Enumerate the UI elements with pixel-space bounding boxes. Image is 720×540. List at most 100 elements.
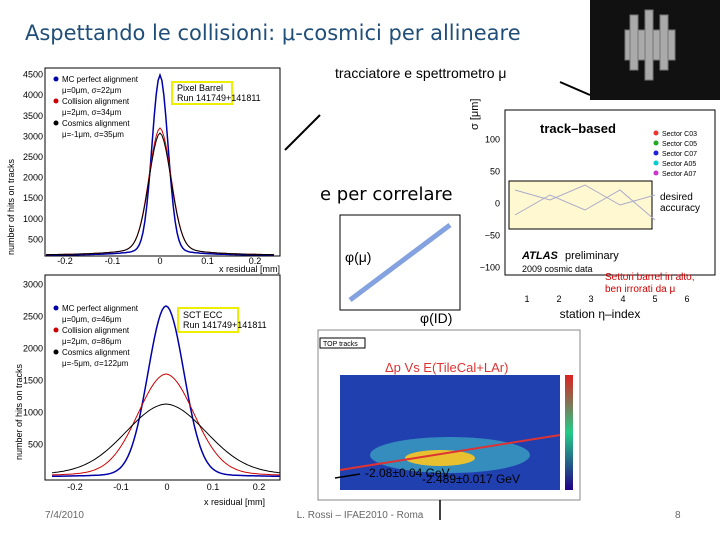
y-label: σ [μm] bbox=[469, 99, 481, 130]
legend-text: Sector A07 bbox=[662, 171, 696, 178]
legend-text: μ=0μm, σ=46μm bbox=[62, 315, 122, 324]
accuracy-band bbox=[508, 180, 653, 230]
legend-text: Sector C03 bbox=[662, 131, 697, 138]
label-box bbox=[177, 307, 239, 333]
y-tick-label: −50 bbox=[485, 230, 500, 240]
preliminary: preliminary bbox=[565, 250, 619, 262]
box-text: Run 141749+141811 bbox=[183, 320, 267, 330]
legend-marker bbox=[653, 170, 659, 176]
y-tick-label: 50 bbox=[490, 166, 500, 176]
box-text: Run 141749+141811 bbox=[177, 93, 261, 103]
legend-text: μ=-5μm, σ=122μm bbox=[62, 359, 129, 368]
legend-marker bbox=[53, 349, 59, 355]
x-tick-label: -0.1 bbox=[105, 256, 121, 266]
legend-text: μ=2μm, σ=86μm bbox=[62, 337, 122, 346]
footer-author: L. Rossi – IFAE2010 - Roma bbox=[297, 510, 424, 521]
legend-text: Cosmics alignment bbox=[62, 119, 130, 128]
legend-marker bbox=[53, 305, 59, 311]
legend-text: Sector C05 bbox=[662, 141, 697, 148]
legend-marker bbox=[53, 120, 59, 126]
legend-marker bbox=[53, 98, 59, 104]
page-number: 8 bbox=[675, 510, 681, 521]
x-label: x residual [mm] bbox=[219, 264, 280, 274]
legend-text: Sector A05 bbox=[662, 161, 696, 168]
annotation: ben irrorati da μ bbox=[605, 284, 675, 295]
x-tick-label: 1 bbox=[524, 294, 529, 304]
accuracy-label: accuracy bbox=[660, 203, 700, 214]
x-tick-label: 0.2 bbox=[253, 482, 266, 492]
y-tick-label: 1500 bbox=[23, 375, 43, 385]
annotation: Settori barrel in alto, bbox=[605, 272, 695, 283]
legend-marker bbox=[653, 150, 659, 156]
box-text: SCT ECC bbox=[183, 310, 223, 320]
hist-plot: Δp Vs E(TileCal+LAr) TOP tracks -2.08±0.… bbox=[317, 329, 581, 520]
legend-text: μ=-1μm, σ=35μm bbox=[62, 130, 124, 139]
legend-box bbox=[319, 337, 366, 349]
phi-plot: φ(μ) φ(ID) bbox=[339, 214, 461, 326]
legend-marker bbox=[53, 76, 59, 82]
sct-plot: number of hits on tracks x residual [mm]… bbox=[14, 274, 281, 507]
curve bbox=[46, 72, 274, 256]
x-tick-label: -0.2 bbox=[57, 256, 73, 266]
legend-text: Collision alignment bbox=[62, 97, 130, 106]
detector-drawing bbox=[624, 9, 676, 81]
x-tick-label: 0 bbox=[164, 482, 169, 492]
x-tick-label: -0.2 bbox=[67, 482, 83, 492]
title: Aspettando le collisioni: μ-cosmici per … bbox=[25, 21, 521, 45]
arrow bbox=[559, 81, 591, 96]
legend-marker bbox=[653, 130, 659, 136]
annotation: tracciatore e spettrometro μ bbox=[335, 65, 506, 81]
curve bbox=[46, 127, 274, 256]
y-tick-label: 2000 bbox=[23, 343, 43, 353]
sector-lines bbox=[514, 184, 656, 221]
x-tick-label: 0.1 bbox=[207, 482, 220, 492]
annotation: e per correlare bbox=[320, 184, 453, 205]
legend-text: Cosmics alignment bbox=[62, 348, 130, 357]
fit-line bbox=[339, 434, 561, 471]
y-tick-label: 0 bbox=[495, 198, 500, 208]
y-tick-label: 3000 bbox=[23, 131, 43, 141]
plot-title: track–based bbox=[540, 121, 616, 136]
x-tick-label: -0.1 bbox=[113, 482, 129, 492]
curve bbox=[51, 305, 281, 478]
x-tick-label: 4 bbox=[620, 294, 625, 304]
legend-text: Collision alignment bbox=[62, 326, 130, 335]
legend-text: Sector C07 bbox=[662, 151, 697, 158]
annotation: φ(μ) bbox=[345, 249, 371, 265]
legend-text: μ=0μm, σ=22μm bbox=[62, 86, 122, 95]
y-label: number of hits on tracks bbox=[14, 363, 24, 460]
annotation: -2.08±0.04 GeV bbox=[365, 466, 450, 480]
y-tick-label: 2500 bbox=[23, 152, 43, 162]
y-tick-label: 100 bbox=[485, 134, 500, 144]
x-label: station η–index bbox=[560, 307, 641, 321]
track-plot: track–based σ [μm] 100 50 0 −50 −100 1 2 3 4 5 6 Se… bbox=[469, 99, 716, 321]
y-tick-label: 4000 bbox=[23, 90, 43, 100]
label-box bbox=[171, 81, 233, 105]
annotation: φ(ID) bbox=[420, 310, 452, 326]
y-tick-label: 2500 bbox=[23, 311, 43, 321]
y-tick-label: 2000 bbox=[23, 173, 43, 183]
annotation: -2.489±0.017 GeV bbox=[422, 472, 520, 486]
x-label: x residual [mm] bbox=[204, 497, 265, 507]
plot-frame bbox=[44, 274, 281, 481]
plot-frame bbox=[44, 67, 281, 257]
y-tick-label: 3500 bbox=[23, 111, 43, 121]
y-tick-label: 1000 bbox=[23, 407, 43, 417]
scatter-band bbox=[348, 223, 452, 302]
legend-marker bbox=[53, 327, 59, 333]
legend-text: MC perfect alignment bbox=[62, 75, 139, 84]
data-label: 2009 cosmic data bbox=[522, 264, 593, 274]
legend: TOP tracks bbox=[323, 341, 358, 348]
y-tick-label: 1000 bbox=[23, 214, 43, 224]
curve bbox=[46, 132, 274, 256]
y-label: number of hits on tracks bbox=[6, 158, 16, 255]
color-bar bbox=[565, 375, 573, 490]
curve bbox=[52, 373, 280, 476]
legend-marker bbox=[653, 140, 659, 146]
x-tick-label: 0.2 bbox=[249, 256, 262, 266]
box-text: Pixel Barrel bbox=[177, 83, 223, 93]
hist-peak bbox=[405, 450, 475, 466]
x-tick-label: 5 bbox=[652, 294, 657, 304]
footer-date: 7/4/2010 bbox=[45, 510, 84, 521]
